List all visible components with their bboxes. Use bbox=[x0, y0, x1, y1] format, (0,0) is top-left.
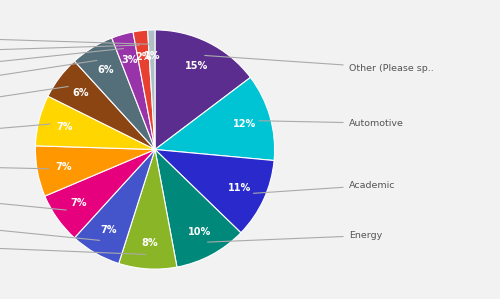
Text: 7%: 7% bbox=[70, 199, 87, 208]
Text: Academic: Academic bbox=[254, 181, 396, 193]
Text: Motorsports: Motorsports bbox=[0, 219, 100, 240]
Text: Energy: Energy bbox=[208, 231, 382, 242]
Text: 7%: 7% bbox=[100, 225, 116, 235]
Wedge shape bbox=[36, 96, 155, 150]
Text: I work in an engi..: I work in an engi.. bbox=[0, 124, 50, 140]
Wedge shape bbox=[36, 146, 155, 196]
Text: Materials and C..: Materials and C.. bbox=[0, 60, 97, 92]
Text: 1%: 1% bbox=[144, 51, 160, 61]
Text: Defense: Defense bbox=[0, 45, 140, 56]
Wedge shape bbox=[112, 32, 155, 150]
Wedge shape bbox=[118, 150, 177, 269]
Text: Healthcare: Healthcare bbox=[0, 48, 124, 73]
Text: Turbomachinery: Turbomachinery bbox=[0, 33, 149, 44]
Text: 7%: 7% bbox=[56, 122, 73, 132]
Wedge shape bbox=[45, 150, 155, 238]
Wedge shape bbox=[155, 30, 250, 150]
Wedge shape bbox=[155, 77, 274, 161]
Text: 11%: 11% bbox=[228, 184, 252, 193]
Wedge shape bbox=[74, 150, 155, 263]
Text: 15%: 15% bbox=[185, 61, 208, 71]
Text: 6%: 6% bbox=[72, 88, 89, 98]
Wedge shape bbox=[155, 150, 274, 233]
Wedge shape bbox=[74, 38, 155, 150]
Text: 8%: 8% bbox=[141, 238, 158, 248]
Text: Naval and Marine: Naval and Marine bbox=[0, 86, 68, 113]
Text: 2%: 2% bbox=[136, 52, 152, 62]
Text: 12%: 12% bbox=[233, 119, 256, 129]
Wedge shape bbox=[133, 30, 155, 150]
Wedge shape bbox=[155, 150, 241, 267]
Text: 10%: 10% bbox=[188, 227, 211, 237]
Text: 7%: 7% bbox=[55, 162, 72, 172]
Text: Oil and Gas: Oil and Gas bbox=[0, 162, 49, 171]
Text: 6%: 6% bbox=[98, 65, 114, 75]
Wedge shape bbox=[48, 61, 155, 150]
Text: 3%: 3% bbox=[121, 55, 138, 65]
Text: Automotive: Automotive bbox=[259, 119, 404, 128]
Text: Other (Please sp..: Other (Please sp.. bbox=[204, 56, 434, 73]
Text: AEC (Architectur..: AEC (Architectur.. bbox=[0, 241, 146, 254]
Text: Aerospace: Aerospace bbox=[0, 193, 66, 210]
Wedge shape bbox=[148, 30, 155, 150]
